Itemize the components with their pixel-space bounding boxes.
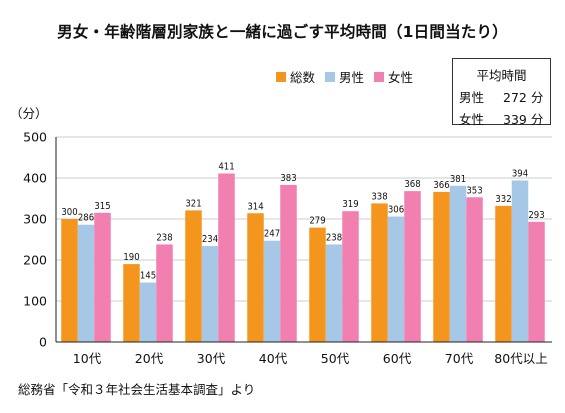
x-tick-label: 30代 [197, 351, 226, 366]
x-tick-label: 20代 [135, 351, 164, 366]
data-label: 321 [185, 198, 201, 209]
data-label: 381 [450, 174, 466, 185]
legend-item-female: 女性 [374, 67, 413, 86]
bar [371, 203, 388, 342]
average-row-male: 男性 272 分 [453, 87, 550, 106]
bar [528, 221, 545, 342]
data-label: 238 [156, 232, 172, 243]
bar [404, 191, 421, 342]
y-tick-label: 400 [23, 171, 47, 186]
data-label: 314 [247, 201, 263, 212]
x-tick-label: 70代 [445, 351, 474, 366]
data-label: 306 [388, 205, 404, 216]
data-label: 286 [78, 213, 94, 224]
x-tick-label: 10代 [73, 351, 102, 366]
data-label: 366 [433, 180, 449, 191]
bar [123, 264, 140, 342]
data-label: 190 [123, 252, 139, 263]
bar [433, 191, 450, 342]
legend-label-total: 総数 [290, 70, 316, 85]
x-tick-label: 80代以上 [494, 351, 547, 366]
y-tick-label: 300 [23, 212, 47, 227]
average-row-label: 女性 [459, 112, 485, 127]
bar [77, 224, 95, 342]
bar [280, 184, 297, 342]
bar [201, 246, 219, 342]
average-row-female: 女性 339 分 [453, 109, 550, 128]
y-tick-label: 200 [23, 253, 47, 268]
data-label: 293 [528, 210, 544, 221]
legend-label-male: 男性 [339, 70, 365, 85]
data-label: 353 [466, 185, 482, 196]
y-axis-unit-label: （分） [10, 106, 48, 121]
legend-swatch-male [325, 71, 336, 82]
bar [156, 244, 173, 342]
bar [449, 185, 467, 342]
data-label: 368 [404, 179, 420, 190]
average-row-value: 272 分 [503, 90, 544, 105]
average-row-value: 339 分 [503, 112, 544, 127]
bar [94, 212, 111, 342]
x-tick-label: 60代 [383, 351, 412, 366]
bar [466, 197, 483, 342]
chart-title: 男女・年齢階層別家族と一緒に過ごす平均時間（1日間当たり） [57, 23, 508, 41]
bar [325, 244, 343, 342]
data-label: 411 [218, 161, 234, 172]
x-tick-label: 50代 [321, 351, 350, 366]
bar [185, 210, 202, 342]
average-time-box: 平均時間 男性 272 分 女性 339 分 [452, 58, 551, 128]
data-label: 315 [94, 201, 110, 212]
legend-label-female: 女性 [388, 70, 414, 85]
bar [511, 180, 529, 342]
y-tick-label: 100 [23, 294, 47, 309]
data-label: 145 [140, 271, 156, 282]
data-label: 238 [326, 232, 342, 243]
y-tick-label: 0 [39, 335, 47, 350]
bar [342, 211, 359, 342]
average-row-label: 男性 [459, 90, 485, 105]
legend-swatch-total [276, 71, 286, 82]
x-tick-label: 40代 [259, 351, 288, 366]
bar [263, 240, 281, 342]
data-label: 332 [495, 194, 511, 205]
data-label: 300 [61, 207, 77, 218]
legend-swatch-female [374, 71, 385, 82]
data-label: 383 [280, 173, 296, 184]
average-box-heading: 平均時間 [476, 68, 527, 83]
data-label: 319 [342, 199, 358, 210]
legend: 総数 男性 女性 [276, 67, 413, 86]
bar [495, 205, 512, 342]
source-note: 総務省「令和３年社会生活基本調査」より [18, 382, 256, 397]
bar [139, 282, 157, 342]
bar [309, 227, 326, 342]
data-label: 247 [264, 229, 280, 240]
legend-item-male: 男性 [325, 67, 364, 86]
legend-item-total: 総数 [276, 67, 315, 86]
bar [218, 173, 235, 342]
data-label: 394 [512, 168, 528, 179]
data-label: 234 [202, 234, 218, 245]
data-label: 279 [309, 216, 325, 227]
y-tick-label: 500 [23, 130, 47, 145]
bar [61, 219, 78, 342]
bar [387, 216, 405, 342]
bar [247, 213, 264, 342]
data-label: 338 [371, 191, 387, 202]
